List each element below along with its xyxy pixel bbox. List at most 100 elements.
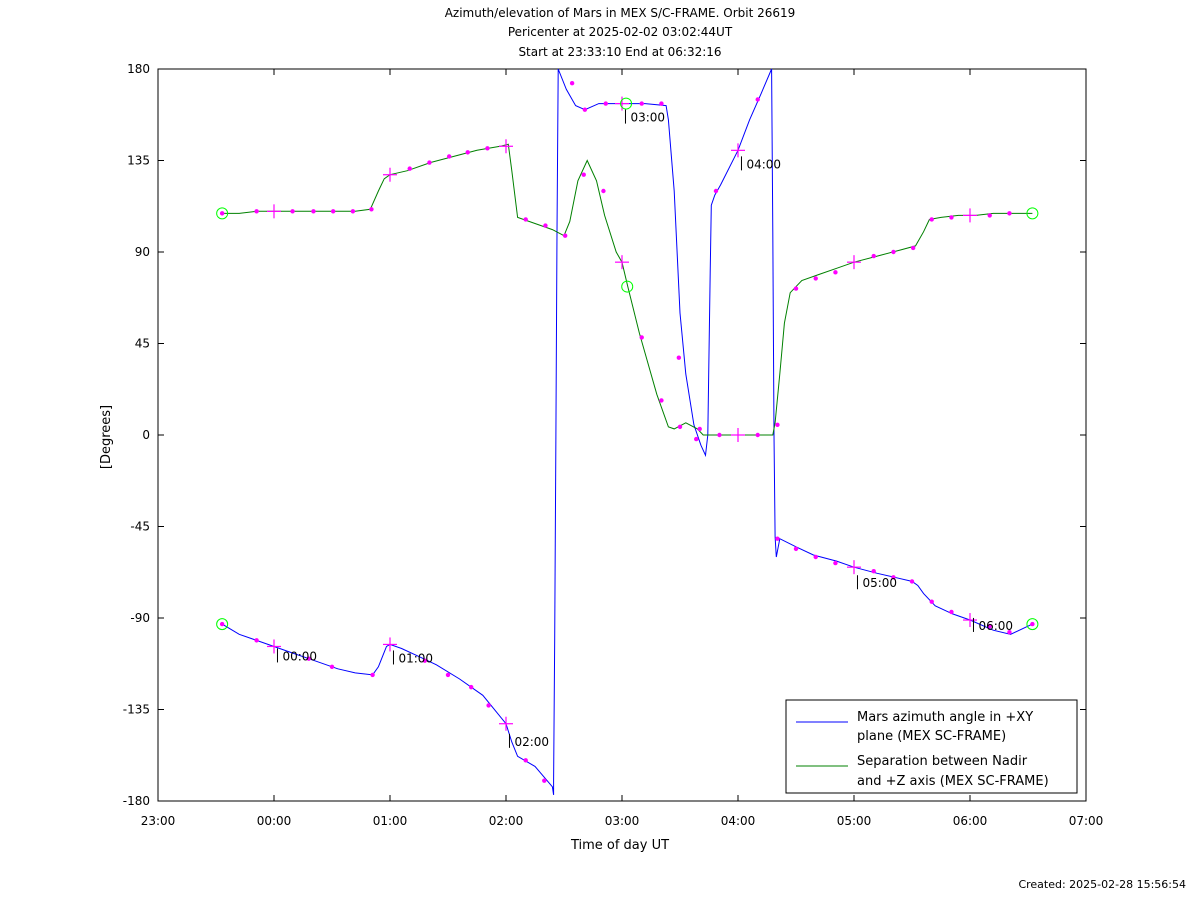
- x-tick-label: 06:00: [953, 814, 988, 828]
- endpoint-circle: [1026, 618, 1039, 631]
- data-point-marker: [717, 432, 722, 438]
- data-point-marker: [601, 188, 606, 194]
- data-point-marker: [1007, 630, 1012, 635]
- data-point-marker: [909, 579, 915, 584]
- data-point-marker: [350, 209, 356, 214]
- data-point-marker: [659, 398, 664, 403]
- time-annotation-label: 06:00: [978, 619, 1013, 633]
- hour-cross-marker: [731, 428, 745, 442]
- data-point-marker: [833, 560, 838, 566]
- chart-title-line-3: Start at 23:33:10 End at 06:32:16: [518, 45, 722, 59]
- data-point-marker: [793, 546, 799, 552]
- data-point-marker: [427, 160, 432, 165]
- data-point-marker: [603, 101, 608, 106]
- data-point-marker: [330, 209, 336, 214]
- hour-cross-marker: [847, 255, 861, 270]
- data-point-marker: [697, 426, 702, 432]
- data-point-marker: [485, 146, 490, 151]
- data-point-marker: [755, 432, 760, 438]
- endpoint-circle: [620, 97, 633, 110]
- hour-cross-marker: [383, 167, 397, 182]
- chart-title-line-1: Azimuth/elevation of Mars in MEX S/C-FRA…: [444, 6, 796, 20]
- x-axis-label: Time of day UT: [570, 838, 669, 853]
- data-point-marker: [254, 209, 259, 214]
- legend-separation-line-1: Separation between Nadir: [857, 754, 1028, 769]
- data-point-marker: [676, 355, 682, 360]
- data-point-marker: [582, 107, 588, 112]
- data-point-marker: [523, 758, 528, 763]
- y-tick-label: -90: [130, 611, 150, 625]
- y-tick-label: 45: [135, 337, 150, 351]
- data-point-marker: [523, 217, 528, 222]
- y-tick-label: 0: [142, 428, 150, 442]
- hour-cross-marker: [267, 204, 281, 219]
- data-point-marker: [543, 223, 548, 228]
- endpoint-circle: [216, 207, 229, 220]
- hour-cross-marker: [847, 560, 861, 575]
- data-point-marker: [677, 424, 683, 430]
- data-point-marker: [755, 97, 760, 102]
- data-point-marker: [311, 209, 316, 214]
- data-point-marker: [254, 638, 259, 643]
- legend-azimuth-line-2: plane (MEX SC-FRAME): [857, 729, 1006, 744]
- time-annotation-label: 04:00: [746, 157, 781, 171]
- data-point-marker: [639, 101, 644, 106]
- data-point-marker: [1007, 211, 1012, 216]
- data-point-marker: [929, 217, 934, 222]
- data-point-marker: [949, 215, 954, 220]
- data-point-marker: [639, 335, 644, 340]
- data-point-marker: [446, 154, 452, 159]
- data-point-marker: [445, 672, 451, 678]
- time-annotation-label: 02:00: [514, 735, 549, 749]
- series-separation-line: [222, 143, 1033, 436]
- data-point-marker: [987, 213, 992, 218]
- legend-box: [785, 699, 1078, 794]
- x-tick-label: 07:00: [1069, 814, 1104, 828]
- legend-azimuth-line-1: Mars azimuth angle in +XY: [857, 710, 1033, 725]
- data-point-marker: [929, 599, 934, 604]
- x-tick-label: 23:00: [141, 814, 176, 828]
- data-point-marker: [369, 207, 374, 212]
- x-tick-label: 02:00: [489, 814, 524, 828]
- y-axis-label: [Degrees]: [99, 405, 114, 469]
- x-tick-label: 01:00: [373, 814, 408, 828]
- data-point-marker: [871, 569, 876, 574]
- data-point-marker: [562, 233, 568, 238]
- endpoint-circle: [1026, 207, 1039, 220]
- data-point-marker: [329, 664, 335, 669]
- data-point-marker: [891, 249, 896, 255]
- data-point-marker: [775, 422, 780, 428]
- data-point-marker: [219, 211, 225, 216]
- data-point-marker: [813, 554, 818, 560]
- created-timestamp: Created: 2025-02-28 15:56:54: [1018, 878, 1186, 891]
- data-point-marker: [987, 623, 992, 629]
- endpoint-circle: [216, 618, 229, 631]
- hour-cross-marker: [963, 613, 977, 628]
- data-point-marker: [569, 81, 575, 86]
- data-point-marker: [775, 536, 780, 541]
- y-tick-label: 135: [127, 154, 150, 168]
- x-tick-label: 00:00: [257, 814, 292, 828]
- y-tick-label: -135: [123, 703, 150, 717]
- x-tick-label: 05:00: [837, 814, 872, 828]
- chart-title-line-2: Pericenter at 2025-02-02 03:02:44UT: [507, 25, 733, 39]
- hour-cross-marker: [499, 716, 513, 731]
- y-tick-label: 180: [127, 62, 150, 76]
- data-point-marker: [486, 703, 491, 708]
- hour-cross-marker: [383, 637, 397, 652]
- data-point-marker: [542, 778, 547, 783]
- data-point-marker: [891, 575, 896, 580]
- y-tick-label: 90: [135, 245, 150, 259]
- x-tick-label: 03:00: [605, 814, 640, 828]
- data-point-marker: [370, 672, 375, 678]
- data-point-marker: [465, 150, 470, 155]
- time-annotation-label: 03:00: [630, 111, 665, 125]
- data-point-marker: [713, 188, 719, 194]
- hour-cross-marker: [499, 139, 513, 154]
- data-point-marker: [290, 209, 295, 214]
- data-point-marker: [581, 172, 586, 177]
- data-point-marker: [306, 656, 311, 661]
- data-point-marker: [949, 609, 954, 615]
- time-annotation-label: 01:00: [398, 651, 433, 665]
